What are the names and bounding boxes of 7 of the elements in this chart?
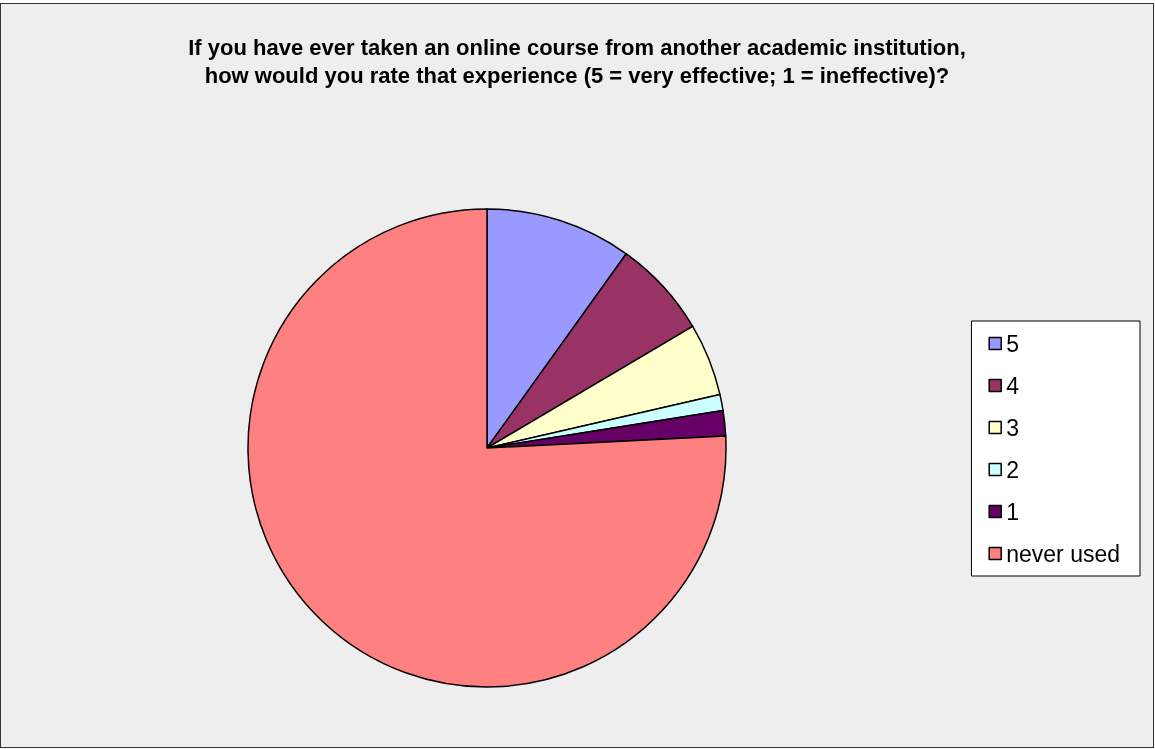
chart-title: If you have ever taken an online course from another academic institution, how would you rate that experience (5 = very effective; 1 = ineffective)? (188, 34, 966, 88)
legend-label: 4 (1006, 372, 1020, 399)
legend-label: 5 (1006, 330, 1019, 357)
legend-label: never used (1006, 540, 1121, 567)
legend-label: 2 (1006, 456, 1019, 483)
legend-label: 1 (1006, 498, 1019, 525)
legend-label: 3 (1006, 414, 1019, 441)
